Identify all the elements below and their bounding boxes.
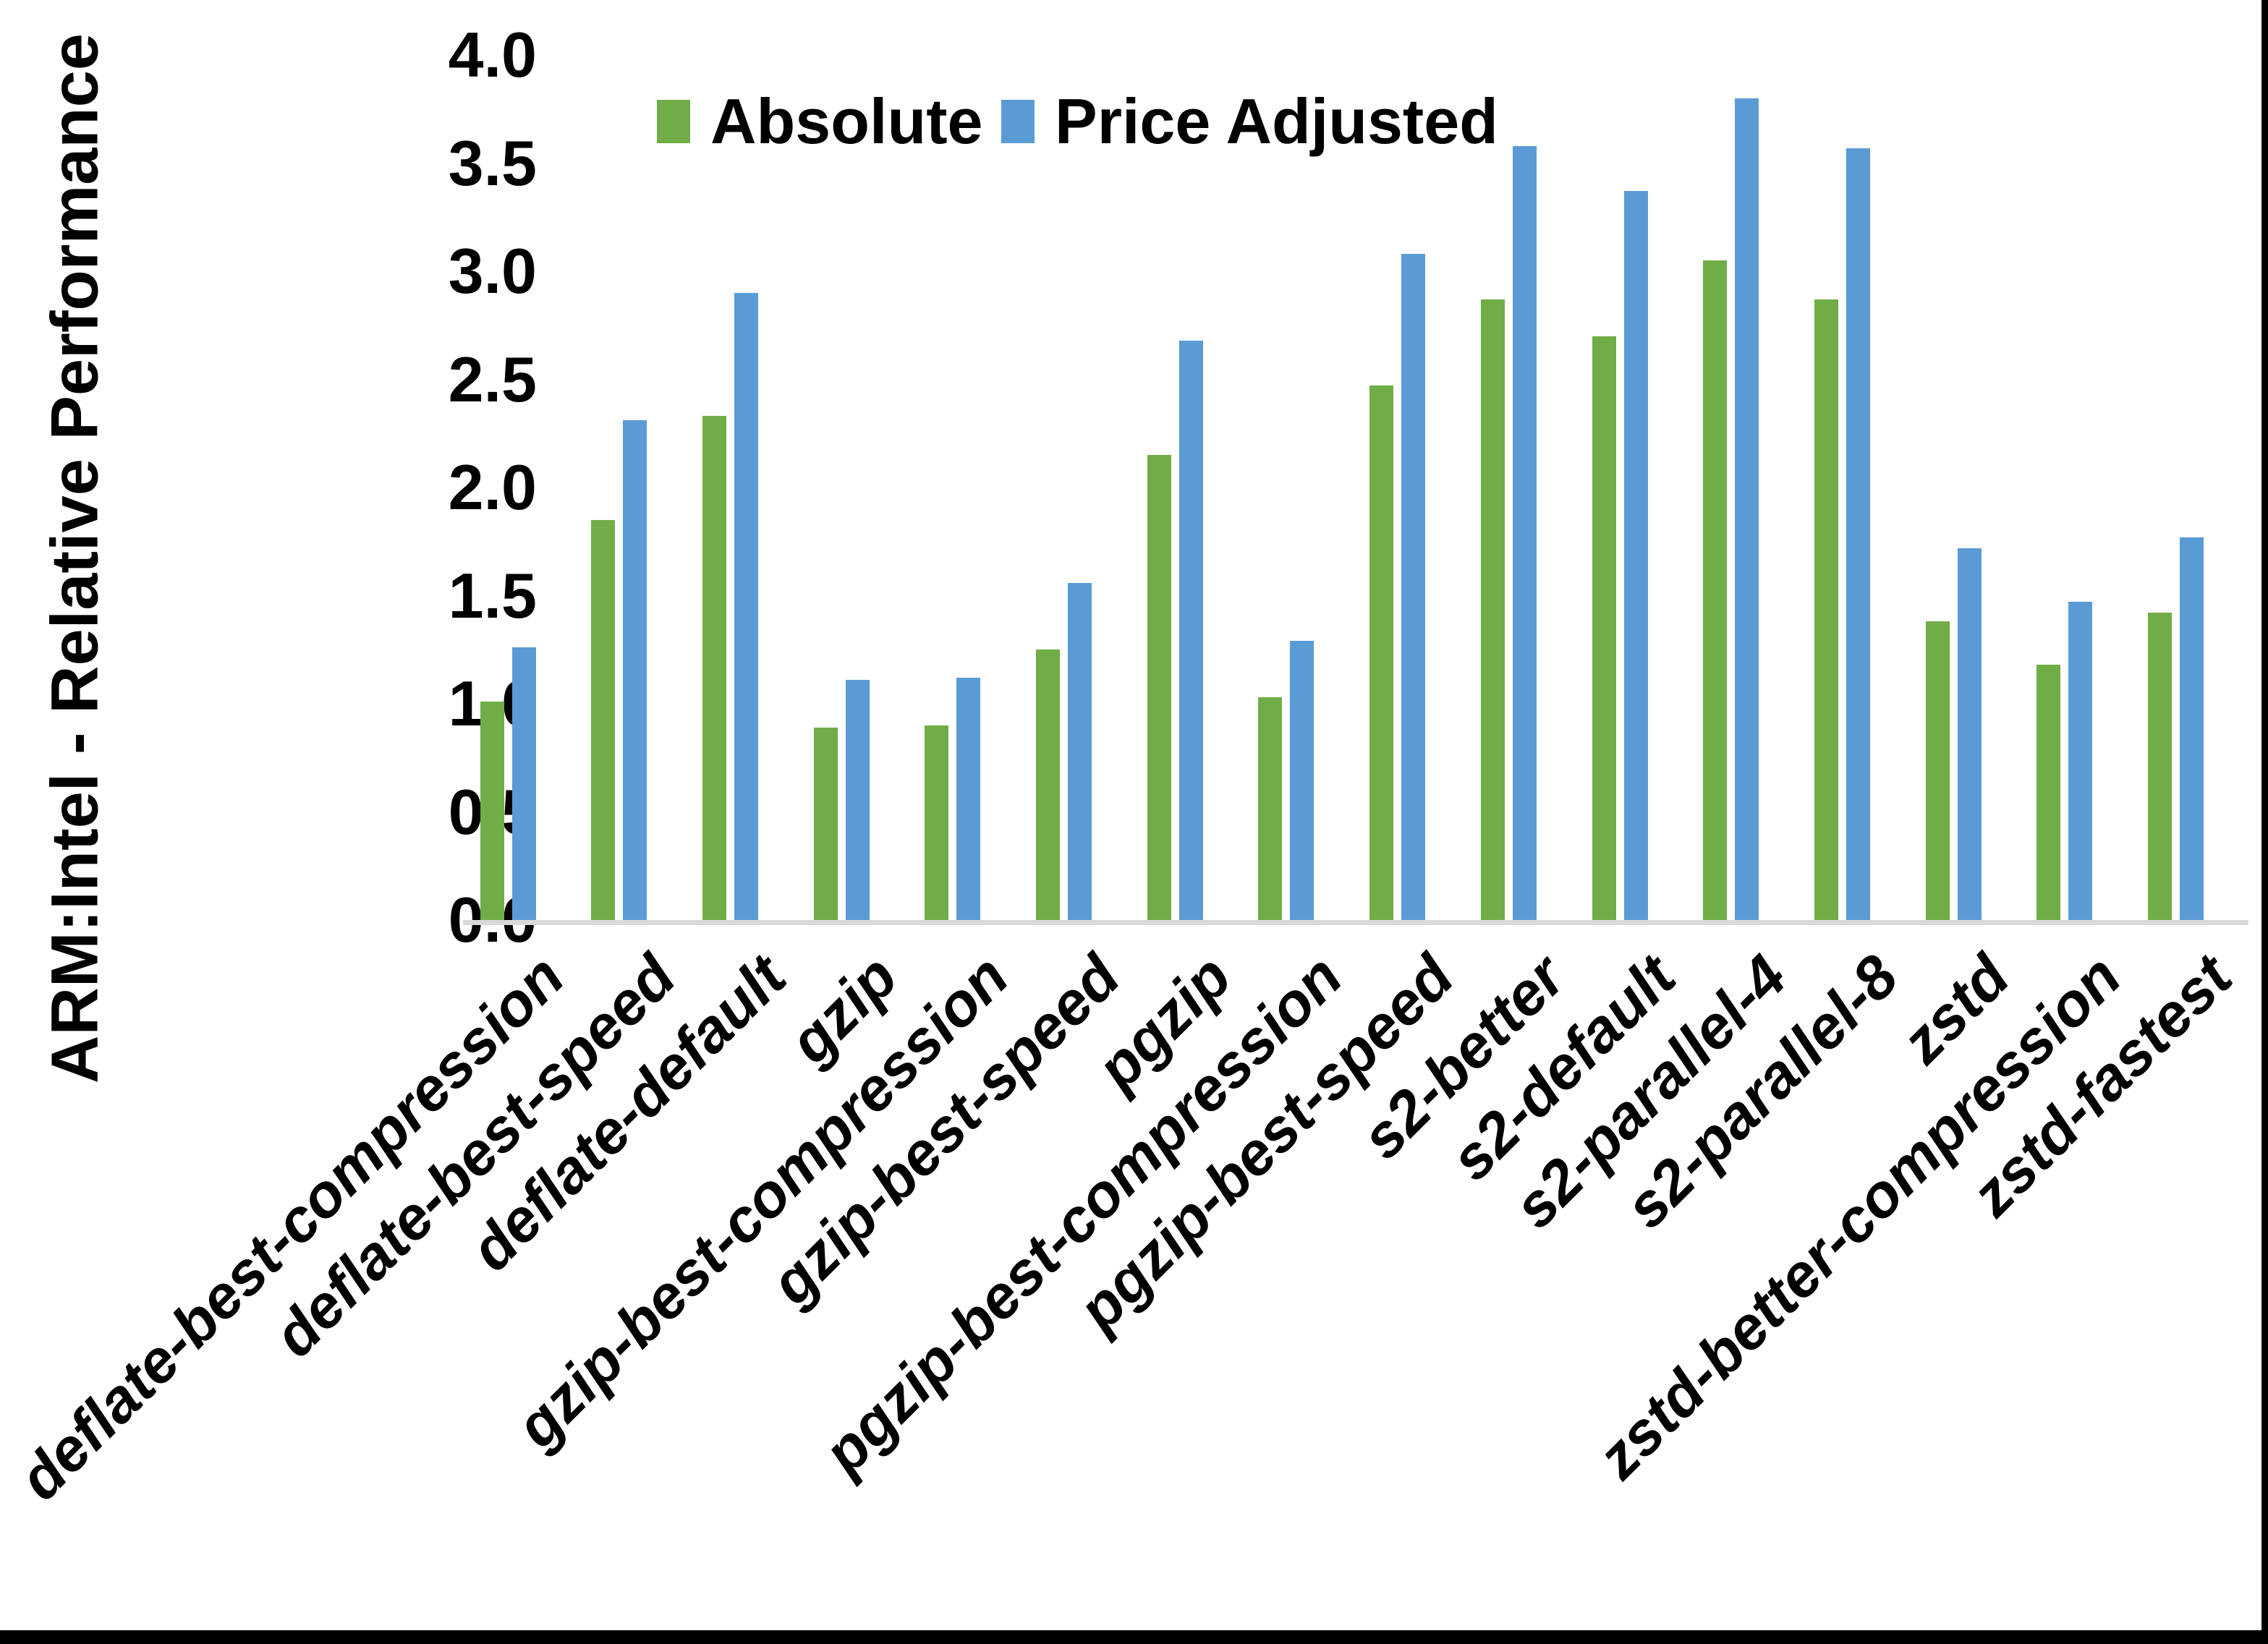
bar-absolute-s2-parallel-8 (1814, 299, 1838, 920)
bar-absolute-deflate-best-speed (591, 519, 616, 920)
bar-price-adjusted-s2-parallel-8 (1846, 148, 1870, 920)
bar-price-adjusted-zstd-better-compression (2068, 602, 2093, 920)
y-tick-label: 1.5 (448, 559, 537, 631)
bar-price-adjusted-s2-better (1512, 145, 1537, 920)
legend-swatch-icon (1001, 100, 1035, 143)
bar-price-adjusted-gzip-best-compression (956, 678, 981, 920)
legend-item-price-adjusted: Price Adjusted (1001, 85, 1498, 158)
bar-absolute-pgzip-best-speed (1369, 386, 1394, 920)
bar-absolute-gzip-best-compression (925, 725, 949, 920)
bar-price-adjusted-gzip (845, 680, 870, 920)
bar-price-adjusted-gzip-best-speed (1068, 582, 1092, 920)
y-axis-title: ARM:Intel - Relative Performance (38, 33, 112, 1083)
legend-label: Price Adjusted (1055, 85, 1498, 157)
screenshot-bottom-border (0, 1630, 2268, 1644)
y-tick-label: 3.0 (448, 235, 537, 307)
bar-price-adjusted-deflate-best-compression (511, 647, 536, 920)
bar-absolute-gzip-best-speed (1036, 649, 1060, 920)
legend-item-absolute: Absolute (657, 85, 982, 158)
y-tick-label: 3.5 (448, 127, 537, 199)
bar-price-adjusted-zstd-fastest (2180, 537, 2204, 920)
x-axis-line (463, 920, 2248, 925)
chart-legend: Absolute Price Adjusted (0, 85, 2268, 158)
y-tick-label: 2.0 (448, 451, 537, 523)
bar-absolute-deflate-best-compression (480, 702, 504, 920)
screenshot-right-border (2261, 0, 2268, 1644)
bar-absolute-zstd-fastest (2148, 613, 2172, 920)
bar-absolute-gzip (813, 727, 838, 920)
bar-absolute-deflate-default (702, 416, 726, 920)
bar-absolute-pgzip-best-compression (1258, 697, 1283, 920)
bar-absolute-s2-better (1480, 299, 1505, 920)
bar-price-adjusted-s2-parallel-4 (1735, 98, 1759, 920)
bar-absolute-zstd (1925, 621, 1950, 920)
legend-swatch-icon (657, 100, 690, 143)
bar-price-adjusted-pgzip-best-compression (1290, 641, 1314, 920)
bar-price-adjusted-pgzip-best-speed (1401, 254, 1426, 920)
y-tick-label: 4.0 (448, 19, 537, 90)
legend-label: Absolute (710, 85, 983, 157)
bar-price-adjusted-pgzip (1178, 340, 1203, 920)
bar-absolute-s2-default (1592, 336, 1616, 920)
bar-absolute-pgzip (1147, 455, 1171, 920)
bar-absolute-zstd-better-compression (2036, 665, 2061, 920)
bar-absolute-s2-parallel-4 (1703, 260, 1728, 920)
bar-price-adjusted-deflate-best-speed (623, 420, 647, 920)
bar-price-adjusted-zstd (1957, 548, 1982, 920)
bar-price-adjusted-s2-default (1623, 191, 1648, 920)
y-tick-label: 2.5 (448, 343, 537, 415)
bar-price-adjusted-deflate-default (734, 292, 758, 920)
